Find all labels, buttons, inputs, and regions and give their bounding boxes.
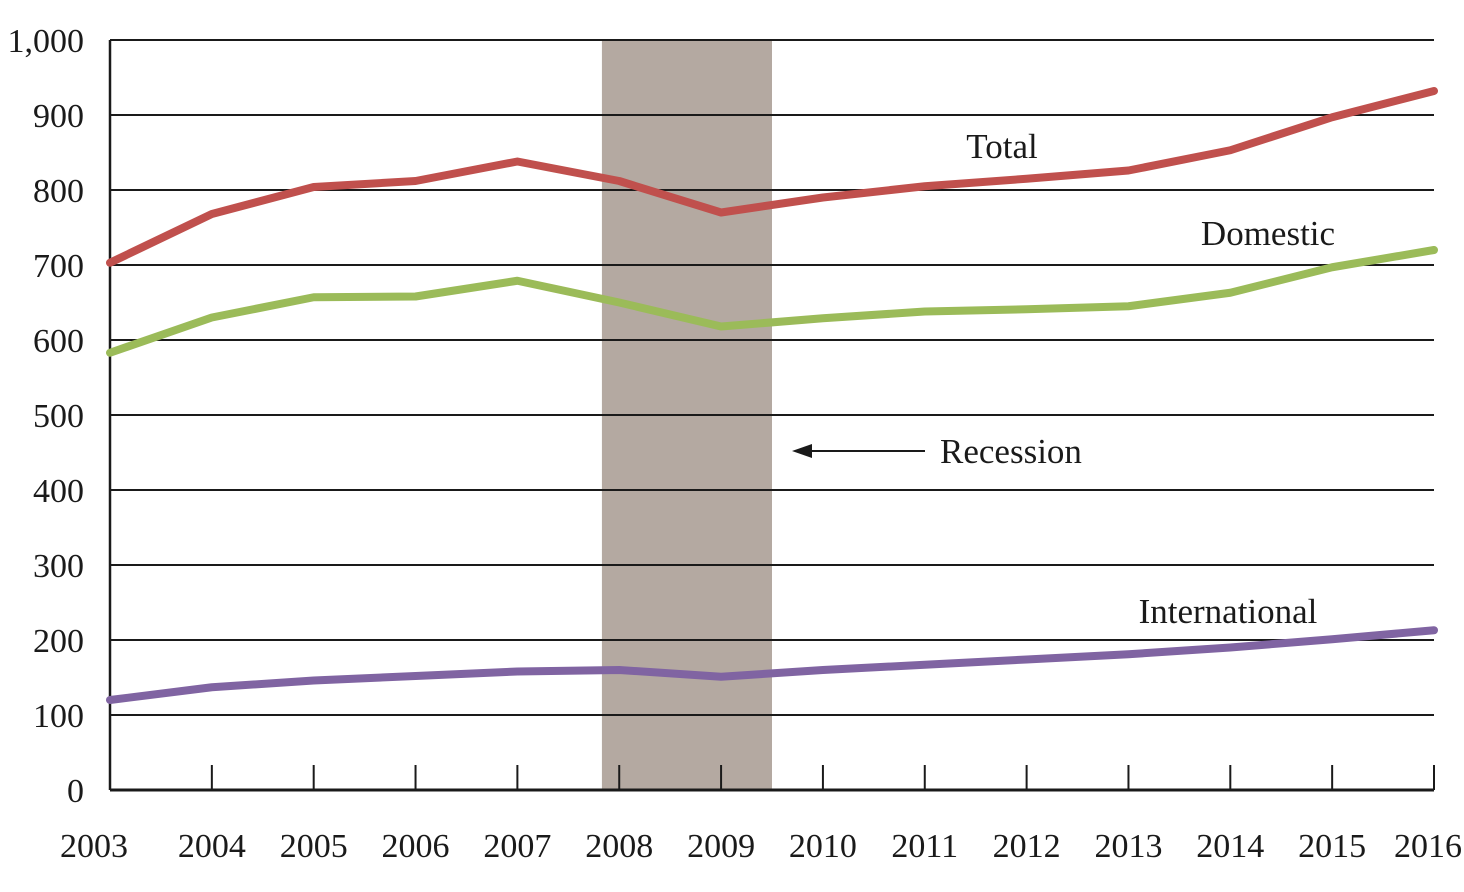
y-tick-label: 200 — [33, 623, 84, 660]
x-tick-label: 2015 — [1298, 828, 1366, 865]
labels: 0 100 200 300 400 500 600 700 800 900 1,000 2003 200… — [8, 23, 1463, 865]
recession-arrow-head — [792, 444, 812, 458]
y-tick-label: 900 — [33, 98, 84, 135]
series-label-international: International — [1139, 592, 1318, 631]
x-tick-label: 2005 — [280, 828, 348, 865]
y-tick-label: 1,000 — [8, 23, 85, 60]
x-tick-label: 2004 — [178, 828, 246, 865]
series-line-international — [106, 626, 1438, 704]
y-tick-label: 500 — [33, 398, 84, 435]
y-tick-label: 300 — [33, 548, 84, 585]
y-tick-label: 0 — [67, 773, 84, 810]
series-line-domestic — [106, 246, 1438, 357]
axes — [108, 40, 1435, 792]
series-label-total: Total — [966, 127, 1038, 166]
recession-label: Recession — [940, 432, 1082, 471]
x-tick-label: 2007 — [483, 828, 551, 865]
y-tick-label: 100 — [33, 698, 84, 735]
x-tick-label: 2008 — [585, 828, 653, 865]
x-tick-label: 2003 — [60, 828, 128, 865]
series-line-total — [106, 87, 1438, 267]
y-tick-label: 600 — [33, 323, 84, 360]
x-tick-label: 2014 — [1196, 828, 1264, 865]
x-tick-label: 2016 — [1394, 828, 1462, 865]
x-tick-label: 2006 — [382, 828, 450, 865]
y-tick-label: 400 — [33, 473, 84, 510]
x-tick-label: 2010 — [789, 828, 857, 865]
x-tick-label: 2009 — [687, 828, 755, 865]
x-tick-label: 2013 — [1094, 828, 1162, 865]
y-tick-label: 700 — [33, 248, 84, 285]
y-tick-label: 800 — [33, 173, 84, 210]
series-label-domestic: Domestic — [1201, 214, 1335, 253]
x-tick-label: 2012 — [993, 828, 1061, 865]
series-lines — [106, 87, 1438, 704]
x-tick-label: 2011 — [891, 828, 958, 865]
